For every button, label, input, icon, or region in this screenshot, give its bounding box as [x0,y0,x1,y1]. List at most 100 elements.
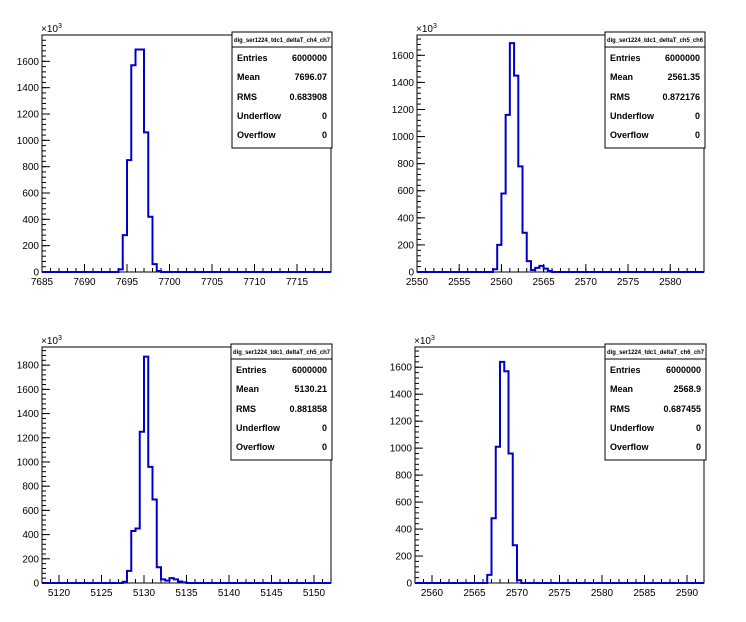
y-tick-label: 0 [408,268,414,279]
histogram-outline [42,355,331,584]
x-tick-label: 2565 [463,588,486,599]
x-tick-label: 2560 [421,588,444,599]
y-tick-label: 400 [397,213,414,224]
histogram-bin [504,371,508,583]
x-tick-label: 2565 [532,277,555,288]
histogram-bin [496,447,500,583]
histogram-bin [165,581,169,583]
x-tick-label: 7715 [286,277,309,288]
y-axis-multiplier: ×103 [414,335,435,347]
x-tick-label: 7695 [116,277,139,288]
x-tick-label: 7705 [201,277,224,288]
histogram-bin [127,160,131,272]
histogram-bin [136,529,140,583]
x-tick-label: 5120 [48,588,71,599]
y-tick-label: 1600 [17,57,40,68]
histogram-bin [153,264,157,272]
stats-label: Mean [236,384,259,394]
histogram-bin [497,245,501,272]
histogram-bin [174,579,178,583]
stats-value: 0 [695,130,700,140]
x-tick-label: 7710 [243,277,266,288]
histogram-bin [178,582,182,583]
y-tick-label: 1400 [390,390,413,401]
stats-label: Mean [610,72,633,82]
stats-value: 2568.9 [673,384,701,394]
stats-label: Entries [610,53,641,63]
histogram-bin [131,531,135,583]
histogram-bin [144,357,148,583]
y-axis-multiplier-exponent: 3 [58,23,62,30]
stats-label: Overflow [610,130,650,140]
y-tick-label: 1200 [390,417,413,428]
stats-label: RMS [610,92,630,102]
y-tick-label: 200 [22,241,39,252]
y-tick-label: 1600 [17,385,40,396]
x-tick-label: 2560 [490,277,513,288]
histogram-bin [157,567,161,583]
x-tick-label: 2590 [676,588,699,599]
histogram-outline [42,48,331,273]
x-tick-label: 5130 [133,588,156,599]
x-tick-label: 7700 [158,277,181,288]
y-tick-label: 1000 [392,132,415,143]
histogram-bin [492,518,496,583]
stats-label: Entries [610,365,641,375]
stats-value: 0.687455 [663,404,701,414]
histogram-panel-3: 0 200 400 600 800 1000 1200 1400 1600 1800 5120 512… [17,335,333,599]
y-tick-label: 1400 [17,83,40,94]
y-tick-label: 1800 [17,361,40,372]
histogram-bin [527,261,531,272]
histogram-bin [487,575,491,583]
histogram-bin [523,233,527,272]
y-tick-label: 400 [395,525,412,536]
y-tick-label: 600 [22,189,39,200]
stats-box [230,343,333,461]
y-tick-label: 1600 [392,51,415,62]
stats-label: Mean [610,384,633,394]
y-tick-label: 800 [397,159,414,170]
histogram-panel-2: 0 200 400 600 800 1000 1200 1400 1600 2550 2555 256… [392,23,706,288]
histogram-bin [161,579,165,583]
y-tick-label: 1400 [17,409,40,420]
stats-title: dig_ser1224_tdc1_deltaT_ch5_ch7 [233,350,331,356]
stats-label: Underflow [610,423,655,433]
x-tick-label: 7690 [73,277,96,288]
y-tick-label: 400 [22,215,39,226]
stats-value: 5130.21 [294,384,327,394]
y-tick-label: 1000 [17,457,40,468]
stats-value: 2561.35 [667,72,700,82]
stats-value: 6000000 [666,365,701,375]
y-tick-label: 1000 [17,136,40,147]
stats-value: 0 [696,423,701,433]
histogram-outline [415,360,704,584]
histogram-bin [548,271,552,272]
x-tick-label: 2570 [575,277,598,288]
stats-label: Underflow [610,111,655,121]
stats-value: 0 [322,423,327,433]
stats-box [604,31,706,149]
x-tick-label: 5140 [218,588,241,599]
stats-value: 6000000 [665,53,700,63]
stats-label: Underflow [237,111,282,121]
x-tick-label: 5135 [175,588,198,599]
y-tick-label: 600 [395,498,412,509]
x-tick-label: 2555 [448,277,471,288]
y-tick-label: 400 [22,530,39,541]
histogram-bin [535,268,539,272]
histogram-bin [148,467,152,583]
stats-box [231,31,333,149]
stats-label: Underflow [236,423,281,433]
histogram-bin [123,582,127,583]
x-tick-label: 2550 [406,277,429,288]
y-tick-label: 600 [397,186,414,197]
x-tick-label: 2575 [548,588,571,599]
stats-label: RMS [237,92,257,102]
histogram-bin [514,76,518,272]
histogram-bin [518,166,522,272]
stats-value: 0 [322,442,327,452]
stats-value: 0.683908 [289,92,327,102]
stats-value: 0 [696,442,701,452]
y-tick-label: 0 [33,268,39,279]
